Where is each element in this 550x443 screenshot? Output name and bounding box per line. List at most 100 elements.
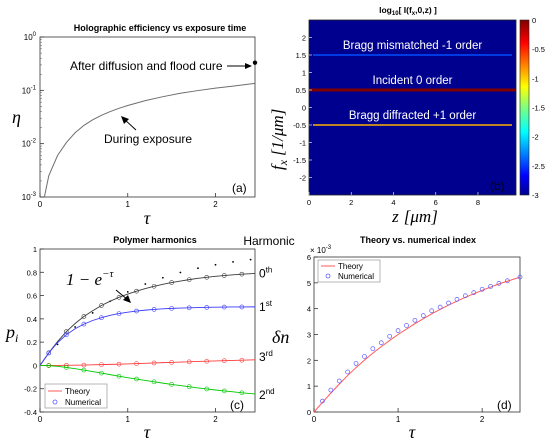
panel-d-legend: Theory Numerical <box>317 259 381 283</box>
panel-c: Polymer harmonics Harmonic 1 0.8 0.6 0.4 0.2… <box>4 234 295 442</box>
harmonic-numerical-marker <box>64 332 69 338</box>
y-multiplier: × 10-3 <box>310 245 332 255</box>
harmonic-theory-line <box>39 306 256 366</box>
numerical-index-marker <box>320 398 325 404</box>
numerical-index-marker <box>488 284 493 289</box>
panel-a-plot-frame <box>39 36 256 198</box>
harmonic-labels: 0th 1st 3rd 2nd <box>259 265 275 402</box>
panel-c-xticks: 0 1 2 <box>38 408 218 424</box>
harmonic-numerical-marker <box>134 376 139 382</box>
harmonic-numerical-marker <box>186 359 192 365</box>
panel-a-ytick-label: 10-3 <box>22 192 37 202</box>
annotation-after-diffusion: After diffusion and flood cure <box>70 59 223 73</box>
harmonic-numerical-marker <box>204 305 210 310</box>
dotted-exp-point <box>74 326 77 328</box>
panel-d-series <box>313 274 523 413</box>
panel-a-xtick-label: 0 <box>38 200 43 209</box>
heatmap-band-zero-order <box>309 88 516 92</box>
colorbar <box>519 19 530 196</box>
dotted-exp-point <box>197 267 199 270</box>
harmonic-numerical-marker <box>186 384 192 390</box>
harmonic-numerical-marker <box>134 288 139 294</box>
harmonic-numerical-marker <box>81 321 87 327</box>
numerical-index-marker <box>479 286 485 292</box>
harmonic-numerical-marker <box>204 386 210 392</box>
heatmap-band-diffracted <box>313 54 512 56</box>
panel-b-ytick-label: -1.5 <box>293 156 306 165</box>
panel-b-ytick-label: 1.5 <box>296 51 306 60</box>
numerical-index-marker <box>353 361 359 366</box>
panel-a-label: (a) <box>232 181 247 195</box>
panel-a-xticks: 0 1 2 <box>38 193 218 209</box>
numerical-index-marker <box>429 308 435 314</box>
numerical-index-marker <box>446 300 451 306</box>
panel-d-ytick-label: 4 <box>307 305 311 314</box>
harmonic-numerical-marker <box>221 358 227 363</box>
panel-d-ytick-label: 0 <box>307 408 311 417</box>
panel-d-ylabel: δn <box>272 327 289 347</box>
colorbar-tick-label: -1 <box>532 74 539 83</box>
panel-b: log10[ I(fx,0,z) ] Bragg mismatched -1 o… <box>268 5 545 226</box>
harmonic-numerical-marker <box>46 363 52 368</box>
harmonic-numerical-marker <box>151 360 157 366</box>
panel-b-ytick-label: -1 <box>299 139 306 148</box>
harmonic-numerical-marker <box>221 273 227 278</box>
harmonic-numerical-marker <box>151 307 157 312</box>
harmonic-numerical-marker <box>116 311 122 316</box>
panel-a-ytick-label: 10-2 <box>22 139 37 149</box>
harmonic-numerical-marker <box>134 308 139 314</box>
dotted-exp-point <box>179 271 182 274</box>
panel-d-label: (d) <box>497 398 512 412</box>
panel-a-series <box>43 60 258 198</box>
numerical-index-marker <box>378 340 384 346</box>
numerical-index-marker <box>420 313 426 318</box>
dotted-exp-point <box>214 263 217 266</box>
harmonic-numerical-marker <box>169 360 174 365</box>
numerical-index-marker <box>404 323 409 328</box>
panel-d-ytick-label: 1 <box>307 382 311 391</box>
harmonic-numerical-marker <box>151 379 157 385</box>
harmonic-numerical-marker <box>169 280 174 285</box>
annotation-during-exposure: During exposure <box>104 132 192 146</box>
harmonic-numerical-marker <box>134 361 139 366</box>
harmonic-numerical-marker <box>81 367 87 373</box>
panel-c-ytick-label: 0.6 <box>27 292 37 301</box>
numerical-index-marker <box>505 278 510 284</box>
harmonic-numerical-marker <box>99 315 104 320</box>
numerical-index-marker <box>336 378 342 384</box>
panel-a-yticks: 100 10-1 10-2 10-3 <box>22 32 44 202</box>
panel-b-ytick-label: -2 <box>299 174 306 183</box>
numerical-index-marker <box>412 317 418 323</box>
numerical-index-marker <box>517 274 523 280</box>
numerical-index-marker <box>496 281 502 286</box>
panel-d-ytick-label: 3 <box>307 331 311 340</box>
panel-d-yticks: 6 5 4 3 2 1 0 <box>307 253 318 417</box>
panel-a-xtick-label: 1 <box>126 200 131 209</box>
panel-b-xtick-label: 8 <box>476 198 480 207</box>
harmonic-label: 3rd <box>259 349 273 364</box>
panel-c-xlabel: τ <box>144 422 151 442</box>
dotted-exp-point <box>232 261 234 263</box>
dotted-exp-point <box>161 276 164 279</box>
panel-c-ytick-label: -0.4 <box>24 408 37 417</box>
harmonic-header: Harmonic <box>243 234 294 248</box>
panel-b-ytick-label: 2 <box>302 34 306 43</box>
panel-a-ylabel: η <box>12 107 21 127</box>
panel-b-xticks: 0 2 4 6 8 <box>307 192 480 207</box>
panel-c-xtick-label: 0 <box>38 415 43 424</box>
panel-c-label: (c) <box>230 398 244 412</box>
harmonic-label: 0th <box>259 265 272 280</box>
panel-d-xlabel: τ <box>409 422 416 442</box>
harmonic-numerical-marker <box>221 304 227 310</box>
dotted-exp-point <box>249 258 252 261</box>
dotted-exp-point <box>126 290 129 293</box>
harmonic-numerical-marker <box>116 295 122 300</box>
harmonic-numerical-marker <box>64 365 69 370</box>
panel-a-xlabel: τ <box>144 208 151 228</box>
panel-b-title: log10[ I(fx,0,z) ] <box>379 5 437 17</box>
harmonic-theory-line <box>39 273 256 366</box>
harmonic-theory-line <box>40 359 256 366</box>
harmonic-numerical-marker <box>99 303 104 308</box>
colorbar-tick-label: 0 <box>532 16 536 25</box>
harmonic-numerical-marker <box>204 274 210 280</box>
